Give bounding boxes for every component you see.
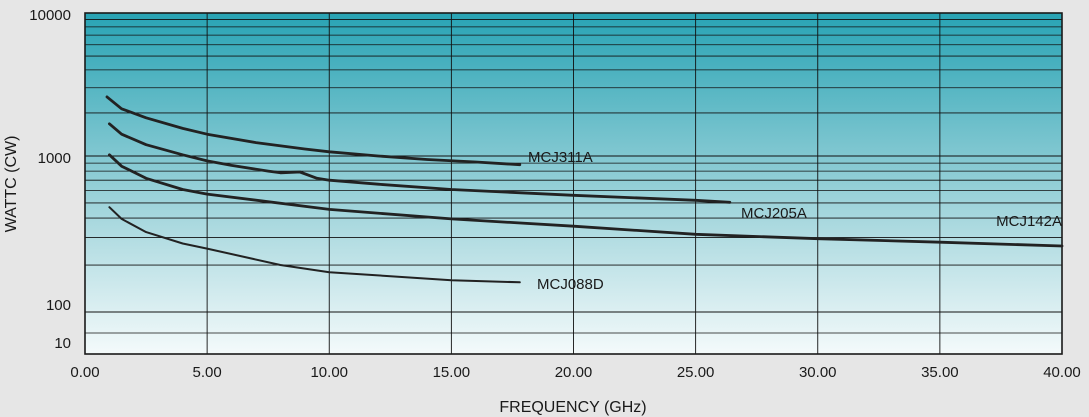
x-tick-label: 30.00 (799, 364, 837, 381)
series-label-mcj088d: MCJ088D (537, 276, 604, 293)
x-tick-label: 0.00 (70, 364, 99, 381)
series-line-mcj088d (108, 206, 521, 284)
plot-frame (84, 12, 1063, 355)
x-tick-label: 25.00 (677, 364, 715, 381)
y-axis-ticks: 10000 1000 100 10 (29, 7, 71, 352)
x-tick-label: 10.00 (310, 364, 348, 381)
x-tick-label: 40.00 (1043, 364, 1081, 381)
y-axis-label: WATTC (CW) (3, 136, 20, 233)
x-tick-label: 35.00 (921, 364, 959, 381)
series-label-mcj311a: MCJ311A (528, 149, 593, 166)
series-line-mcj205a (108, 122, 732, 204)
series-line-mcj142a (108, 153, 1064, 248)
grid (85, 13, 1062, 354)
x-tick-label: 20.00 (555, 364, 593, 381)
series-label-mcj205a: MCJ205A (741, 205, 807, 222)
series-labels: MCJ311A MCJ205A MCJ142A MCJ088D (528, 149, 1062, 293)
y-tick-label: 1000 (38, 150, 71, 167)
y-tick-label: 100 (46, 297, 71, 314)
x-axis-label: FREQUENCY (GHz) (499, 399, 646, 416)
x-tick-label: 15.00 (433, 364, 471, 381)
series-label-mcj142a: MCJ142A (996, 213, 1062, 230)
x-tick-label: 5.00 (193, 364, 222, 381)
y-tick-label: 10 (54, 335, 71, 352)
x-axis-ticks: 0.00 5.00 10.00 15.00 20.00 25.00 30.00 35.00 40… (70, 364, 1080, 381)
series-line-mcj311a (105, 95, 522, 167)
series-lines (105, 95, 1064, 284)
y-tick-label: 10000 (29, 7, 71, 24)
